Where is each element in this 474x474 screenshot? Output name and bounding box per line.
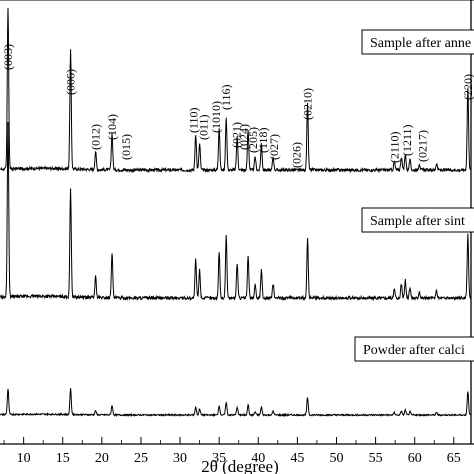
- peak-label: (205): [246, 127, 260, 153]
- x-tick-label: 10: [17, 451, 31, 466]
- peak-label: (1010): [209, 101, 223, 133]
- legend-label-2: Sample after sint: [370, 214, 465, 229]
- x-tick-label: 55: [369, 451, 383, 466]
- peak-label: (104): [105, 114, 119, 140]
- x-tick-label: 25: [134, 451, 148, 466]
- legend-box-2: [361, 207, 474, 233]
- series-trace-2: [0, 121, 472, 302]
- x-tick-label: 60: [408, 451, 422, 466]
- legend-box-3: [354, 336, 474, 362]
- peak-label: (026): [290, 142, 304, 168]
- legend-label-3: Powder after calci: [363, 343, 465, 358]
- peak-label: (011): [197, 114, 211, 140]
- peak-label: (118): [256, 127, 270, 153]
- x-tick-label: 50: [329, 451, 343, 466]
- peak-label: (116): [219, 84, 233, 110]
- legend-box-1: [361, 29, 474, 55]
- legend-label-1: Sample after anne: [370, 36, 471, 51]
- peak-label: (006): [64, 69, 78, 95]
- x-tick-label: 65: [447, 451, 461, 466]
- x-tick-label: 35: [212, 451, 226, 466]
- x-tick-label: 20: [95, 451, 109, 466]
- peak-label: (015): [119, 134, 133, 160]
- peak-label: (012): [89, 124, 103, 150]
- xrd-traces: [0, 7, 472, 418]
- peak-label: (027): [267, 134, 281, 160]
- peak-label: (0217): [416, 130, 430, 162]
- peak-annotations: (003) (006) (012) (104)(015) (110)(011)(1010…: [1, 44, 474, 168]
- x-tick-label: 30: [173, 451, 187, 466]
- peak-label: (003): [1, 44, 15, 70]
- x-axis: 10 15 20 25 30 35 40 45 50 55 60 65: [3, 437, 461, 466]
- peak-label: (1211): [400, 124, 414, 156]
- series-trace-1: [0, 7, 472, 174]
- peak-label: (220): [461, 74, 474, 100]
- x-tick-label: 15: [56, 451, 70, 466]
- peak-label: (021): [229, 122, 243, 148]
- series-legend: Sample after anne Sample after sint Powder…: [354, 29, 474, 362]
- series-trace-3: [0, 388, 472, 418]
- peak-label: (024): [237, 124, 251, 150]
- peak-label: (110): [186, 107, 200, 133]
- x-tick-label: 45: [290, 451, 304, 466]
- peak-label: (2110): [387, 131, 401, 163]
- x-axis-title: 2θ (degree): [201, 457, 279, 474]
- x-tick-label: 40: [251, 451, 265, 466]
- peak-label: (0210): [301, 88, 315, 120]
